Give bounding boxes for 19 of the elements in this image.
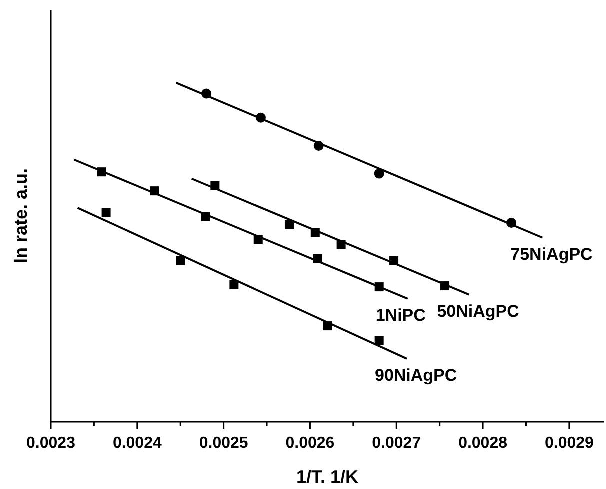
series-label: 90NiAgPC (374, 366, 458, 385)
point (374, 336, 384, 346)
series-label: 50NiAgPC (437, 302, 520, 321)
point (230, 280, 239, 290)
x-axis-title: 1/T. 1/K (296, 467, 359, 487)
point (102, 208, 111, 218)
x-tick-label: 0.0026 (286, 435, 335, 452)
x-tick-label: 0.0024 (112, 435, 162, 452)
x-tick-label: 0.0025 (199, 435, 248, 452)
x-tick-label: 0.0023 (26, 435, 76, 452)
x-tick-label: 0.0029 (544, 435, 594, 452)
series-label: 75NiAgPC (510, 244, 593, 264)
point (284, 220, 294, 230)
x-tick-label: 0.0028 (458, 435, 508, 452)
x-tick-label: 0.0027 (372, 435, 422, 452)
point (176, 256, 186, 266)
y-axis-title: ln rate. a.u. (11, 168, 31, 264)
point (374, 168, 384, 179)
series-label: 1NiPC (376, 306, 426, 325)
